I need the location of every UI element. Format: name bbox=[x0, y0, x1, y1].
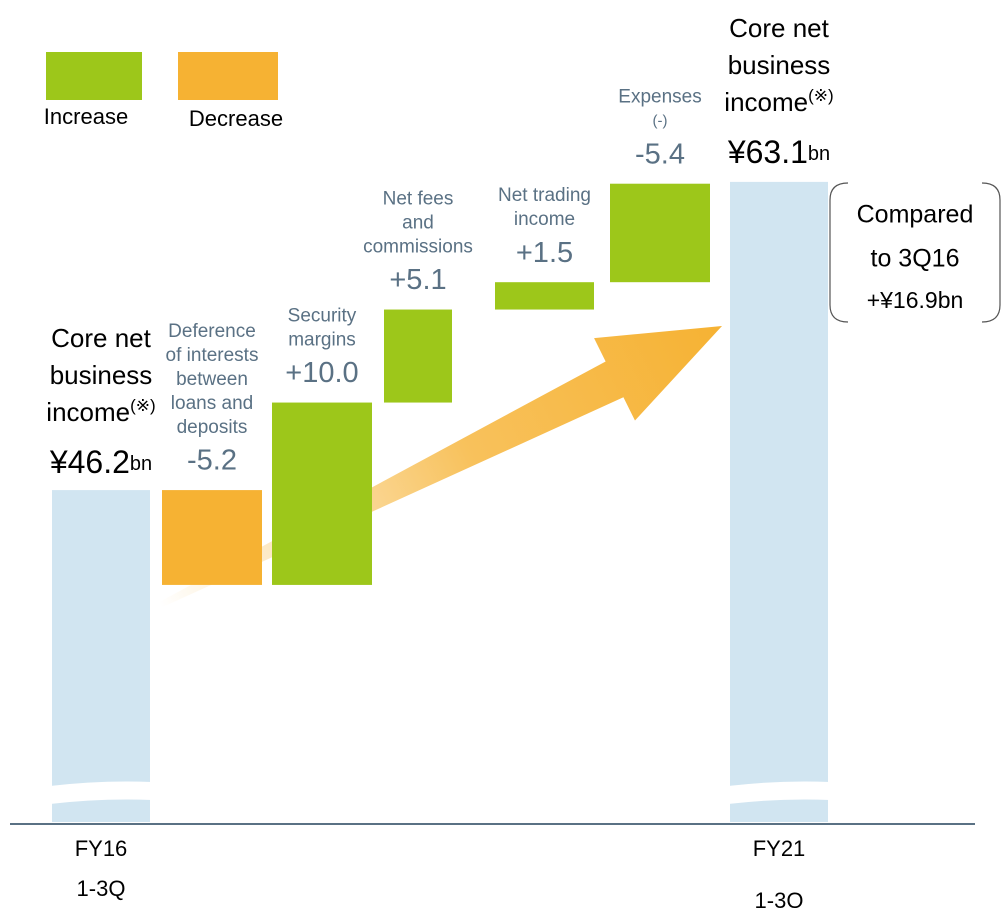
total-note: (※) bbox=[130, 396, 156, 415]
comparison-text: to 3Q16 bbox=[871, 245, 960, 273]
legend-label: Decrease bbox=[189, 106, 283, 131]
total-value-number: ¥63.1 bbox=[727, 134, 808, 170]
step-name: deposits bbox=[177, 417, 248, 438]
step-name: loans and bbox=[171, 393, 253, 414]
total-value-number: ¥46.2 bbox=[49, 444, 130, 480]
total-label-line: business bbox=[728, 50, 831, 80]
total-value-unit: bn bbox=[808, 143, 830, 165]
x-category-label: FY16 bbox=[75, 836, 128, 861]
step-value-label: -5.4 bbox=[635, 138, 685, 170]
legend-swatch bbox=[46, 52, 142, 100]
total-value: ¥63.1bn bbox=[727, 134, 830, 170]
step-name: Security bbox=[288, 306, 357, 327]
total-note: (※) bbox=[808, 86, 834, 105]
step-bar bbox=[272, 402, 372, 585]
step-name: Expenses bbox=[618, 87, 701, 108]
total-label: income(※) bbox=[46, 396, 155, 426]
step-value-label: +10.0 bbox=[285, 357, 358, 389]
total-label: business bbox=[728, 50, 831, 80]
total-label: income(※) bbox=[724, 86, 833, 116]
step-value-label: +1.5 bbox=[516, 237, 573, 269]
step-name: Net trading bbox=[498, 185, 591, 206]
total-bar bbox=[52, 490, 150, 822]
total-label-line: Core net bbox=[51, 323, 151, 353]
total-value-unit: bn bbox=[130, 453, 152, 475]
total-label-line: business bbox=[50, 360, 153, 390]
total-label: Core net bbox=[729, 13, 829, 43]
axis-break bbox=[728, 781, 830, 804]
step-value-label: -5.2 bbox=[187, 445, 237, 477]
axis-break bbox=[50, 781, 152, 804]
step-name: margins bbox=[288, 330, 356, 351]
total-label-line: income bbox=[724, 87, 808, 117]
step-bar bbox=[495, 282, 594, 310]
step-name: (-) bbox=[653, 113, 668, 130]
total-bar bbox=[730, 181, 828, 822]
total-label: Core net bbox=[51, 323, 151, 353]
step-value-label: +5.1 bbox=[389, 264, 446, 296]
step-name: Deference bbox=[168, 321, 256, 342]
step-name: income bbox=[514, 209, 575, 230]
legend-label: Increase bbox=[44, 104, 128, 129]
x-category-label: FY21 bbox=[753, 836, 806, 861]
step-name: of interests bbox=[166, 345, 259, 366]
step-bar bbox=[162, 490, 262, 585]
total-value: ¥46.2bn bbox=[49, 444, 152, 480]
comparison-bracket bbox=[829, 182, 1001, 323]
step-name: Net fees bbox=[383, 189, 454, 210]
step-bar bbox=[384, 309, 452, 403]
comparison-text: +¥16.9bn bbox=[867, 287, 964, 313]
step-name: commissions bbox=[363, 237, 473, 258]
step-name: between bbox=[176, 369, 248, 390]
total-label-line: Core net bbox=[729, 13, 829, 43]
total-label: business bbox=[50, 360, 153, 390]
step-bar bbox=[610, 183, 710, 283]
x-category-label: 1-3Q bbox=[77, 876, 126, 901]
comparison-text: Compared bbox=[857, 201, 974, 229]
legend-swatch bbox=[178, 52, 278, 100]
x-category-label: 1-3Q bbox=[755, 888, 804, 908]
step-name: and bbox=[402, 213, 434, 234]
total-label-line: income bbox=[46, 397, 130, 427]
